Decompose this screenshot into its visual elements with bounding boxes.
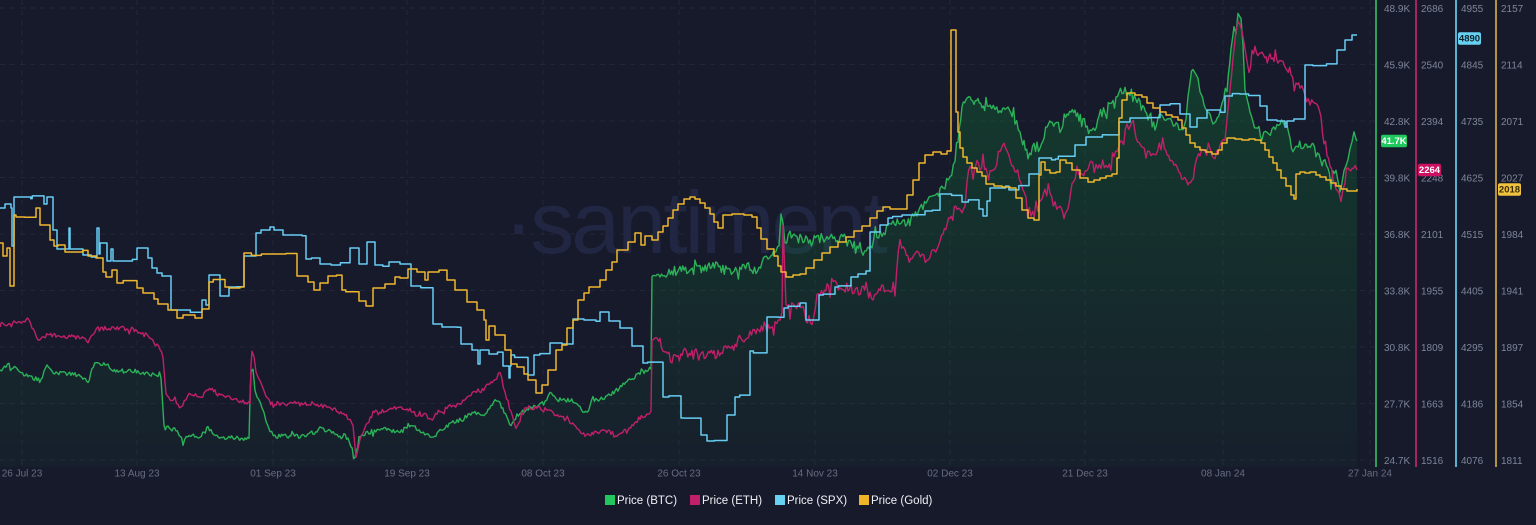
svg-text:08 Oct 23: 08 Oct 23 — [521, 469, 565, 480]
svg-text:1663: 1663 — [1421, 400, 1444, 411]
svg-text:01 Sep 23: 01 Sep 23 — [250, 469, 296, 480]
svg-text:48.9K: 48.9K — [1384, 4, 1410, 15]
svg-text:36.8K: 36.8K — [1384, 230, 1410, 241]
svg-text:26 Oct 23: 26 Oct 23 — [657, 469, 701, 480]
svg-text:1854: 1854 — [1501, 400, 1524, 411]
svg-text:14 Nov 23: 14 Nov 23 — [792, 469, 838, 480]
svg-text:24.7K: 24.7K — [1384, 456, 1410, 467]
svg-text:30.8K: 30.8K — [1384, 343, 1410, 354]
svg-text:2018: 2018 — [1499, 185, 1520, 196]
svg-text:2027: 2027 — [1501, 174, 1524, 185]
svg-text:1941: 1941 — [1501, 287, 1524, 298]
svg-text:1516: 1516 — [1421, 456, 1444, 467]
svg-text:4405: 4405 — [1461, 287, 1484, 298]
svg-text:21 Dec 23: 21 Dec 23 — [1062, 469, 1108, 480]
svg-text:33.8K: 33.8K — [1384, 287, 1410, 298]
svg-text:2394: 2394 — [1421, 117, 1444, 128]
svg-text:02 Dec 23: 02 Dec 23 — [927, 469, 973, 480]
svg-text:1897: 1897 — [1501, 343, 1524, 354]
svg-text:2101: 2101 — [1421, 230, 1444, 241]
svg-text:Price (SPX): Price (SPX) — [787, 495, 847, 507]
svg-text:27 Jan 24: 27 Jan 24 — [1348, 469, 1392, 480]
svg-text:2540: 2540 — [1421, 61, 1444, 72]
svg-text:27.7K: 27.7K — [1384, 400, 1410, 411]
svg-text:45.9K: 45.9K — [1384, 61, 1410, 72]
svg-text:Price (ETH): Price (ETH) — [702, 495, 762, 507]
svg-text:2157: 2157 — [1501, 4, 1524, 15]
svg-text:2071: 2071 — [1501, 117, 1524, 128]
svg-text:1955: 1955 — [1421, 287, 1444, 298]
svg-text:26 Jul 23: 26 Jul 23 — [2, 469, 43, 480]
svg-text:1811: 1811 — [1501, 456, 1523, 467]
svg-text:4845: 4845 — [1461, 61, 1484, 72]
svg-text:4735: 4735 — [1461, 117, 1484, 128]
svg-text:2248: 2248 — [1421, 174, 1444, 185]
svg-text:1984: 1984 — [1501, 230, 1524, 241]
svg-text:19 Sep 23: 19 Sep 23 — [384, 469, 430, 480]
svg-text:4955: 4955 — [1461, 4, 1484, 15]
svg-text:2114: 2114 — [1501, 61, 1523, 72]
svg-text:4890: 4890 — [1459, 34, 1480, 45]
svg-text:42.8K: 42.8K — [1384, 117, 1410, 128]
svg-text:4515: 4515 — [1461, 230, 1484, 241]
svg-text:1809: 1809 — [1421, 343, 1444, 354]
svg-text:4186: 4186 — [1461, 400, 1484, 411]
svg-text:08 Jan 24: 08 Jan 24 — [1201, 469, 1245, 480]
svg-text:4295: 4295 — [1461, 343, 1484, 354]
svg-text:4625: 4625 — [1461, 174, 1484, 185]
svg-text:41.7K: 41.7K — [1381, 136, 1406, 147]
svg-text:2264: 2264 — [1419, 165, 1441, 176]
svg-text:Price (Gold): Price (Gold) — [871, 495, 933, 507]
svg-text:13 Aug 23: 13 Aug 23 — [114, 469, 159, 480]
svg-text:39.8K: 39.8K — [1384, 174, 1410, 185]
svg-text:2686: 2686 — [1421, 4, 1444, 15]
svg-text:Price (BTC): Price (BTC) — [617, 495, 677, 507]
svg-text:4076: 4076 — [1461, 456, 1484, 467]
